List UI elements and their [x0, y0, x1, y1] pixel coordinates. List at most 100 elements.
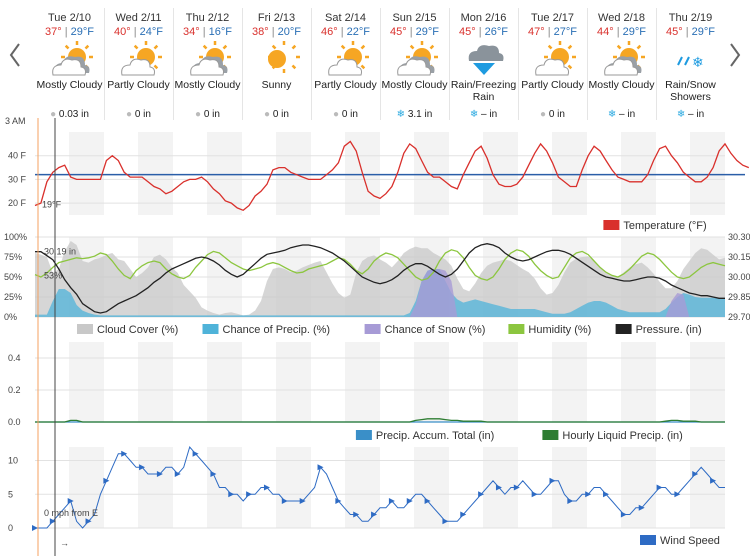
wind-direction-arrow [299, 498, 306, 504]
wind-direction-arrow [513, 484, 520, 491]
night-band [207, 342, 242, 422]
wind-direction-arrow [263, 484, 270, 491]
day-precip: ● 0 in [126, 109, 151, 120]
legend-label: Chance of Snow (%) [385, 324, 486, 336]
mostly-cloudy-icon [47, 39, 93, 79]
day-card[interactable]: Mon 2/16 45° | 26°F Rain/Freezing Rain ❄ – … [449, 0, 518, 132]
day-condition: Partly Cloudy [107, 79, 170, 91]
day-label: Mon 2/16 [460, 12, 507, 24]
y-tick-right-label: 29.70 [728, 312, 750, 322]
legend-label: Hourly Liquid Precip. (in) [562, 430, 682, 442]
day-card[interactable]: Sun 2/15 45° | 29°F Mostly Cloudy ❄ 3.1 in [380, 0, 449, 132]
night-band [690, 132, 725, 215]
day-card[interactable]: Wed 2/18 44° | 29°F Mostly Cloudy ❄ – in [587, 0, 656, 132]
y-tick-label: 10 [8, 456, 18, 466]
current-humidity-label: 53% [44, 271, 62, 281]
day-card[interactable]: Fri 2/13 38° | 20°F Sunny ● 0 in [242, 0, 311, 132]
current-pressure-label: 30.19 in [44, 247, 76, 257]
day-temps: 47° | 27°F [528, 26, 577, 38]
wind-direction-arrow [460, 511, 467, 518]
night-band [621, 132, 656, 215]
day-label: Sat 2/14 [325, 12, 366, 24]
night-band [483, 132, 518, 215]
wind-direction-arrow [228, 491, 235, 498]
wind-direction-arrow [246, 491, 253, 498]
y-tick-label: 100% [4, 232, 27, 242]
day-temps: 45° | 29°F [666, 26, 715, 38]
day-card[interactable]: Tue 2/17 47° | 27°F Partly Cloudy ● 0 in [518, 0, 587, 132]
day-card[interactable]: Thu 2/12 34° | 16°F Mostly Cloudy ● 0 in [173, 0, 242, 132]
wind-direction-arrow [156, 471, 163, 477]
y-tick-label: 50% [4, 272, 22, 282]
wind-arrow-icon: → [60, 538, 69, 548]
rain-drop-icon: ● [264, 109, 271, 120]
night-band [138, 342, 173, 422]
wind-direction-arrow [478, 491, 485, 498]
legend-label: Pressure. (in) [636, 324, 702, 336]
day-condition: Partly Cloudy [521, 79, 584, 91]
partly-cloudy-icon [116, 39, 162, 79]
mostly-cloudy-icon [599, 39, 645, 79]
day-card[interactable]: Tue 2/10 37° | 29°F Mostly Cloudy ● 0.03 in [35, 0, 104, 132]
day-condition: Sunny [261, 79, 292, 91]
day-divider [104, 8, 105, 120]
snow-icon: ❄ [607, 109, 617, 120]
day-label: Wed 2/11 [115, 12, 162, 24]
day-temps: 38° | 20°F [252, 26, 301, 38]
wind-direction-arrow [674, 491, 681, 498]
daily-forecast-strip: Tue 2/10 37° | 29°F Mostly Cloudy ● 0.03 in… [35, 0, 725, 132]
wind-direction-arrow [281, 498, 288, 504]
legend-label: Humidity (%) [528, 324, 591, 336]
snow-icon: ❄ [469, 109, 479, 120]
next-arrow-button[interactable] [728, 40, 742, 70]
previous-arrow-button[interactable] [8, 40, 22, 70]
y-tick-label: 75% [4, 252, 22, 262]
night-band [276, 447, 311, 528]
night-band [414, 342, 449, 422]
wind-direction-arrow [424, 498, 431, 504]
wind-direction-arrow [121, 450, 128, 457]
legend-label: Wind Speed [660, 535, 720, 547]
day-divider [518, 8, 519, 120]
day-temps: 37° | 29°F [45, 26, 94, 38]
day-condition: Rain/Snow Showers [665, 79, 716, 103]
wind-direction-arrow [174, 471, 181, 477]
wind-direction-arrow [317, 464, 324, 471]
legend-label: Precip. Accum. Total (in) [376, 430, 494, 442]
wind-direction-arrow [139, 464, 146, 471]
night-band [345, 447, 380, 528]
wind-direction-arrow [585, 491, 592, 498]
y-tick-right-label: 30.30 [728, 232, 750, 242]
day-divider [449, 8, 450, 120]
day-temps: 46° | 22°F [321, 26, 370, 38]
wind-direction-arrow [549, 477, 556, 484]
day-divider [173, 8, 174, 120]
wind-direction-arrow [710, 477, 717, 484]
day-precip: ● 0 in [264, 109, 289, 120]
wind-direction-arrow [406, 498, 413, 504]
wind-direction-arrow [567, 498, 574, 504]
y-tick-right-label: 30.00 [728, 272, 750, 282]
mostly-cloudy-icon [392, 39, 438, 79]
sunny-icon [254, 39, 300, 79]
day-divider [587, 8, 588, 120]
now-time-label: 3 AM [5, 116, 26, 126]
day-divider [311, 8, 312, 120]
wind-direction-arrow [442, 518, 449, 525]
day-condition: Mostly Cloudy [588, 79, 655, 91]
night-band [621, 342, 656, 422]
wind-direction-arrow [210, 471, 217, 477]
night-band [69, 342, 104, 422]
day-card[interactable]: Wed 2/11 40° | 24°F Partly Cloudy ● 0 in [104, 0, 173, 132]
night-band [483, 342, 518, 422]
day-label: Thu 2/12 [185, 12, 230, 24]
day-card[interactable]: Sat 2/14 46° | 22°F Partly Cloudy ● 0 in [311, 0, 380, 132]
day-card[interactable]: Thu 2/19 45° | 29°F ❄ Rain/Snow Showers ❄ – … [656, 0, 725, 132]
y-tick-label: 5 [8, 489, 13, 499]
y-tick-label: 0.4 [8, 353, 21, 363]
night-band [621, 447, 656, 528]
wind-direction-arrow [531, 491, 538, 498]
day-condition: Partly Cloudy [314, 79, 377, 91]
night-band [207, 132, 242, 215]
y-tick-label: 0.0 [8, 417, 21, 427]
